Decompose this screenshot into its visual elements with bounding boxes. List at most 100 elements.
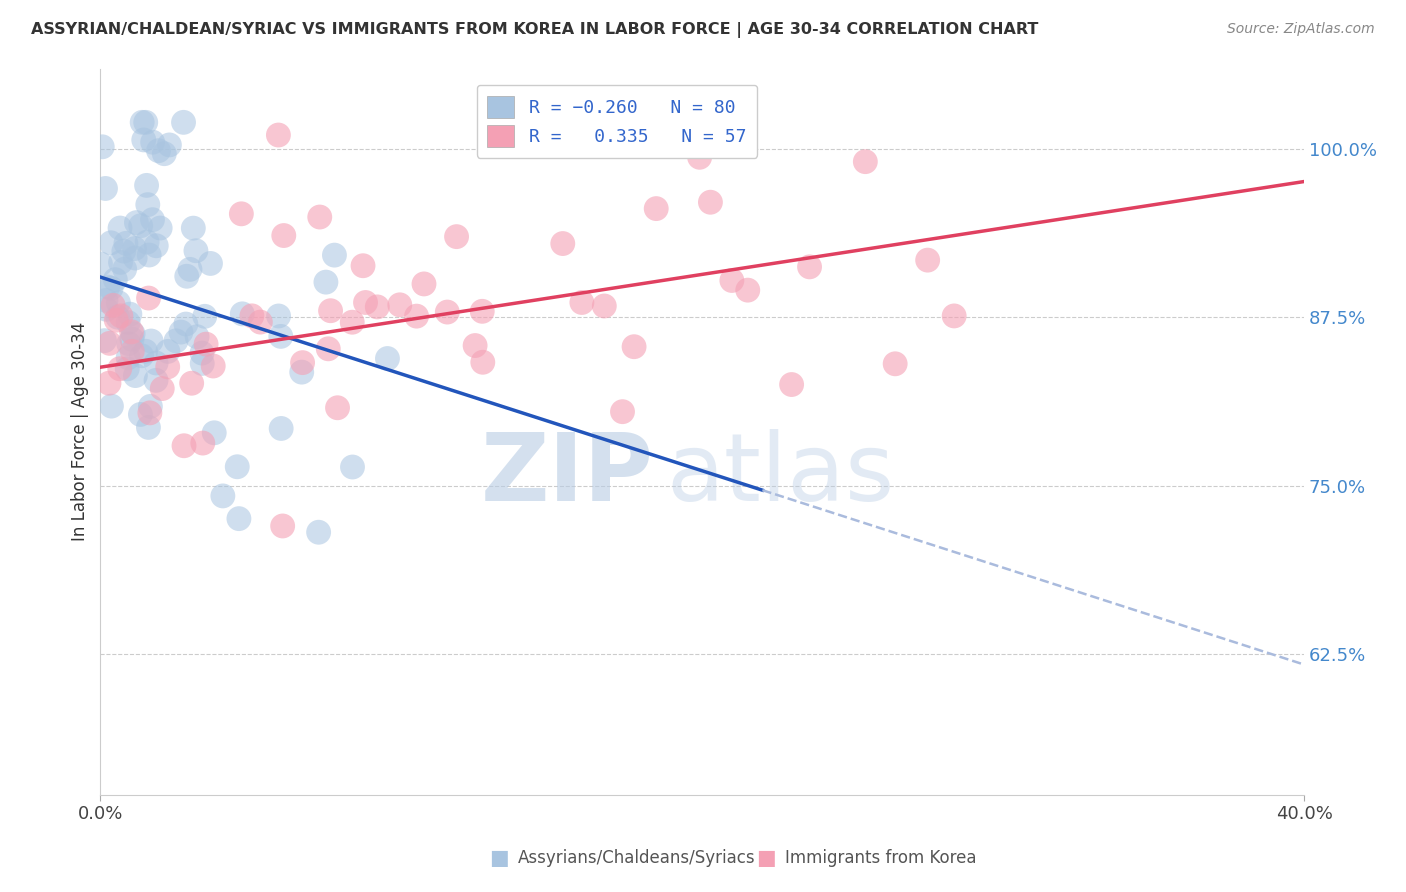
Point xyxy=(699,195,721,210)
Point xyxy=(108,361,131,376)
Point xyxy=(153,146,176,161)
Point xyxy=(184,244,207,258)
Point xyxy=(139,406,162,420)
Point xyxy=(118,336,141,351)
Point xyxy=(117,351,139,365)
Point xyxy=(138,248,160,262)
Text: Source: ZipAtlas.com: Source: ZipAtlas.com xyxy=(1227,22,1375,37)
Point xyxy=(405,309,427,323)
Point xyxy=(308,210,330,224)
Point xyxy=(308,525,330,540)
Point xyxy=(737,283,759,297)
Point xyxy=(176,269,198,284)
Point xyxy=(145,356,167,370)
Text: ZIP: ZIP xyxy=(481,429,654,522)
Text: ■: ■ xyxy=(756,848,776,868)
Point xyxy=(194,310,217,324)
Point xyxy=(141,212,163,227)
Point xyxy=(136,197,159,211)
Point xyxy=(645,202,668,216)
Point xyxy=(413,277,436,291)
Text: ■: ■ xyxy=(489,848,509,868)
Point xyxy=(124,368,146,383)
Point xyxy=(115,361,138,376)
Point xyxy=(571,295,593,310)
Point xyxy=(131,349,153,363)
Point xyxy=(799,260,821,274)
Point xyxy=(780,377,803,392)
Point xyxy=(110,309,132,323)
Point xyxy=(270,329,292,343)
Point xyxy=(156,359,179,374)
Point xyxy=(173,439,195,453)
Point xyxy=(884,357,907,371)
Point xyxy=(112,244,135,259)
Point xyxy=(125,216,148,230)
Point xyxy=(180,376,202,391)
Point xyxy=(291,356,314,370)
Point xyxy=(179,262,201,277)
Point xyxy=(129,408,152,422)
Point xyxy=(132,133,155,147)
Text: atlas: atlas xyxy=(666,429,894,522)
Point xyxy=(342,460,364,475)
Point xyxy=(323,248,346,262)
Point xyxy=(91,140,114,154)
Point xyxy=(165,334,187,348)
Point xyxy=(273,228,295,243)
Point xyxy=(105,313,128,327)
Point xyxy=(135,115,157,129)
Point xyxy=(191,436,214,450)
Point xyxy=(212,489,235,503)
Point xyxy=(139,334,162,348)
Point xyxy=(145,239,167,253)
Point xyxy=(107,295,129,310)
Point xyxy=(110,255,132,269)
Legend: R = −0.260   N = 80, R =   0.335   N = 57: R = −0.260 N = 80, R = 0.335 N = 57 xyxy=(477,85,758,158)
Point xyxy=(853,154,876,169)
Point xyxy=(354,295,377,310)
Point xyxy=(240,309,263,323)
Point xyxy=(943,309,966,323)
Point xyxy=(131,115,153,129)
Point xyxy=(157,137,180,152)
Point xyxy=(195,337,218,351)
Point xyxy=(135,344,157,359)
Point xyxy=(326,401,349,415)
Point xyxy=(202,359,225,373)
Point xyxy=(107,310,129,325)
Point xyxy=(377,351,399,366)
Point xyxy=(117,316,139,330)
Point xyxy=(352,259,374,273)
Point xyxy=(98,376,121,391)
Point xyxy=(191,346,214,360)
Point xyxy=(593,299,616,313)
Point xyxy=(186,329,208,343)
Point xyxy=(436,305,458,319)
Point xyxy=(446,229,468,244)
Point xyxy=(342,315,364,329)
Point xyxy=(149,221,172,235)
Text: ASSYRIAN/CHALDEAN/SYRIAC VS IMMIGRANTS FROM KOREA IN LABOR FORCE | AGE 30-34 COR: ASSYRIAN/CHALDEAN/SYRIAC VS IMMIGRANTS F… xyxy=(31,22,1038,38)
Point xyxy=(108,221,131,235)
Point xyxy=(122,326,145,341)
Point xyxy=(150,382,173,396)
Point xyxy=(104,272,127,286)
Point xyxy=(156,344,179,359)
Point xyxy=(315,275,337,289)
Point xyxy=(267,309,290,323)
Point xyxy=(191,356,214,370)
Point xyxy=(471,355,494,369)
Point xyxy=(121,325,143,339)
Point xyxy=(173,115,195,129)
Point xyxy=(142,135,165,149)
Point xyxy=(471,304,494,318)
Point xyxy=(138,291,160,305)
Point xyxy=(917,253,939,268)
Point xyxy=(129,219,152,233)
Point xyxy=(202,425,225,440)
Point xyxy=(200,256,222,270)
Point xyxy=(291,365,314,379)
Point xyxy=(271,519,294,533)
Point xyxy=(124,251,146,265)
